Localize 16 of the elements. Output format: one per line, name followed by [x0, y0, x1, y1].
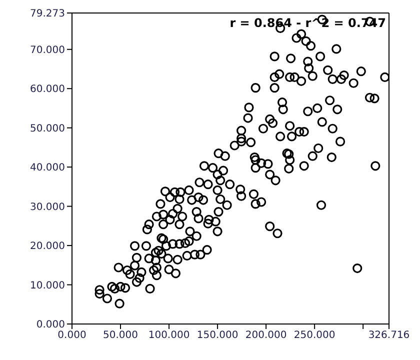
y-tick-label: 60.000: [30, 84, 65, 96]
y-tick-label: 40.000: [30, 162, 65, 174]
y-tick-label: 10.000: [30, 280, 65, 292]
x-tick-label: 0.000: [58, 330, 86, 342]
y-tick-label: 0.000: [36, 320, 65, 331]
x-tick-label: 150.000: [196, 330, 238, 342]
x-tick-label: 250.000: [294, 330, 336, 342]
y-tick-label: 20.000: [30, 241, 65, 252]
x-tick-label: 326.716: [368, 330, 410, 342]
y-tick-label: 70.000: [30, 44, 65, 56]
x-tick-label: 100.000: [148, 330, 190, 342]
y-tick-label: 50.000: [30, 123, 65, 134]
y-tick-label: 30.000: [30, 202, 65, 213]
x-tick-label: 200.000: [245, 330, 287, 342]
y-tick-label: 79.273: [30, 8, 65, 20]
x-tick-label: 50.000: [103, 330, 138, 342]
